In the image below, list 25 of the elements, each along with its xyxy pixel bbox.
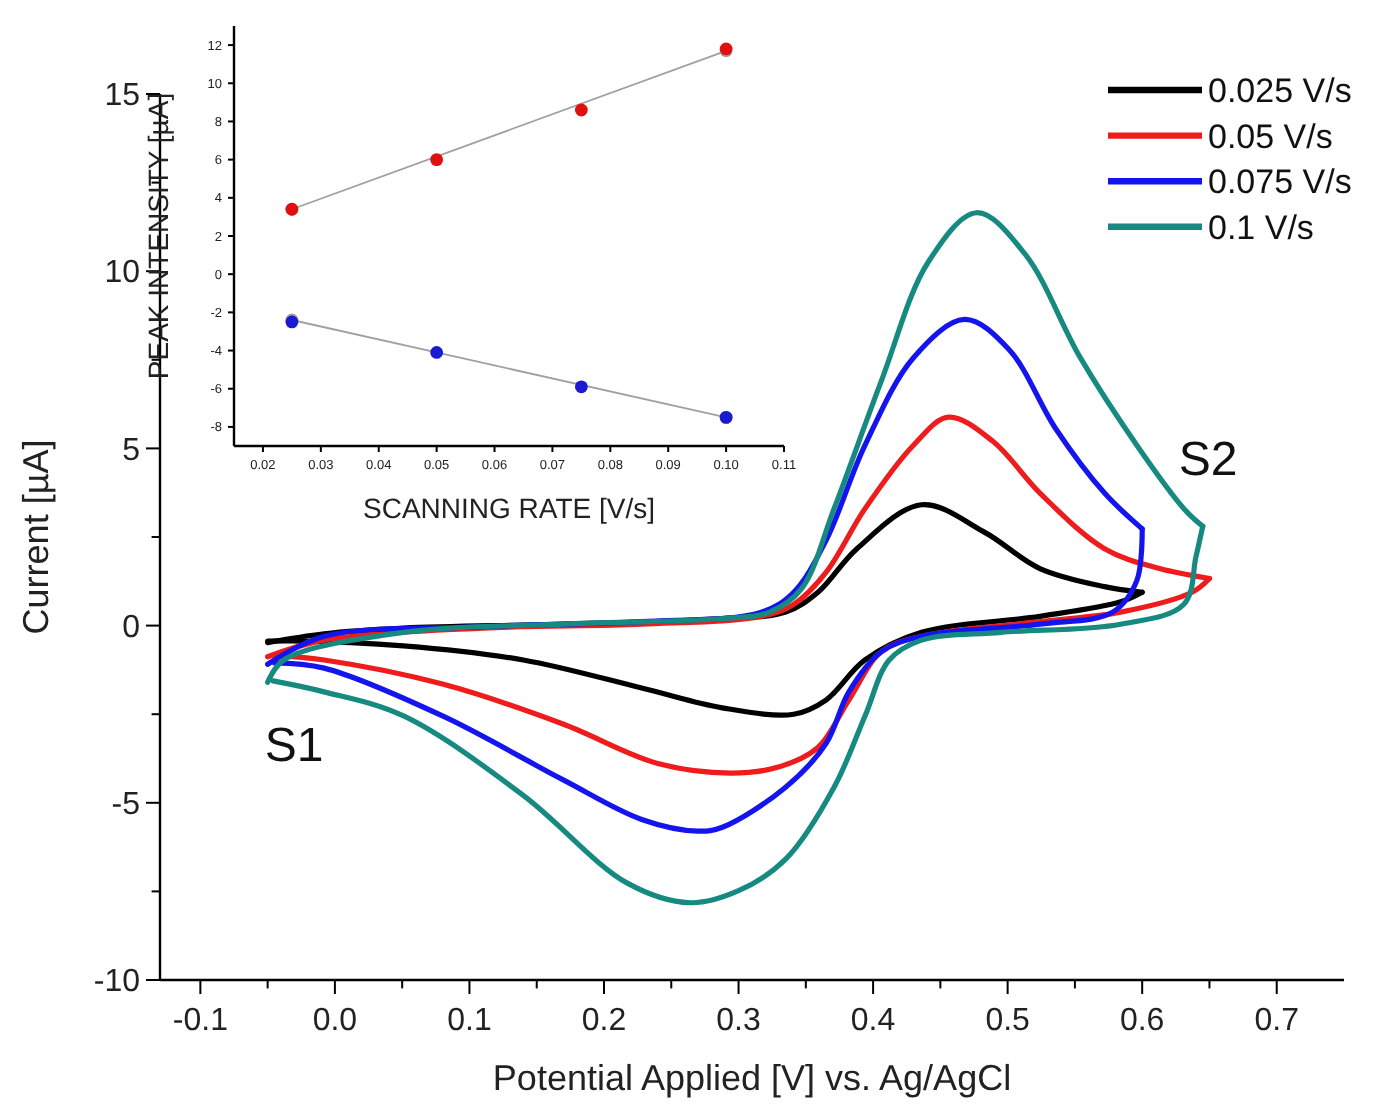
y-tick-label: 0 (122, 610, 141, 645)
x-tick-label: 0.6 (1119, 1004, 1165, 1038)
y-tick-label: 15 (104, 79, 141, 114)
y-axis-title: PEAK INTENSITY [µA] (142, 92, 174, 380)
x-tick-label: 0.5 (985, 1004, 1031, 1038)
legend-label: 0.1 V/s (1208, 208, 1314, 247)
legend-label: 0.075 V/s (1208, 163, 1352, 202)
x-tick-label: 0.3 (716, 1004, 761, 1038)
legend-label: 0.025 V/s (1208, 71, 1352, 110)
x-tick-label: 0.0 (312, 1004, 358, 1038)
x-tick-label: 0.4 (850, 1004, 896, 1038)
x-tick-label: 0.2 (581, 1004, 627, 1038)
legend-label: 0.05 V/s (1208, 117, 1333, 156)
x-tick-label: 0.7 (1254, 1004, 1300, 1038)
x-tick-label: 0.1 (447, 1004, 492, 1038)
y-axis-title: Current [µA] (16, 439, 56, 635)
x-tick-label: -0.1 (172, 1004, 229, 1038)
annotation: S2 (1178, 432, 1238, 487)
x-axis-title: Potential Applied [V] vs. Ag/AgCl (492, 1058, 1012, 1098)
y-tick-label: -10 (93, 965, 141, 1000)
y-tick-label: -5 (111, 788, 141, 822)
y-tick-label: 5 (122, 433, 141, 468)
x-axis-title: SCANNING RATE [V/s] (363, 492, 655, 524)
y-tick-label: 10 (104, 256, 141, 291)
annotation: S1 (264, 718, 324, 773)
